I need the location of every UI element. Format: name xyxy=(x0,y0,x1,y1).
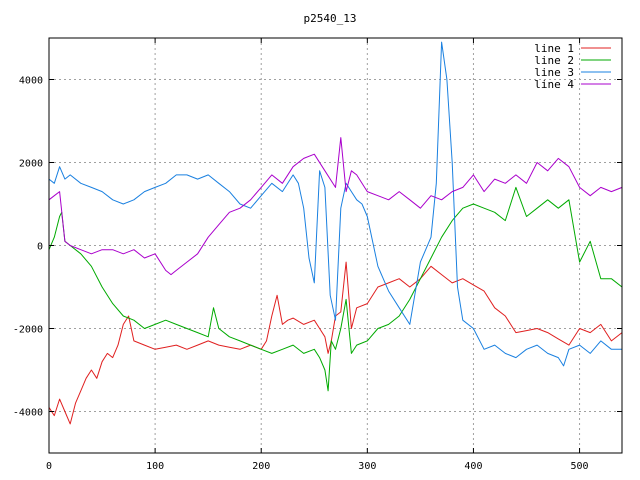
y-tick-label: -4000 xyxy=(13,408,43,419)
legend-label-4: line 4 xyxy=(534,78,574,91)
y-tick-label: -2000 xyxy=(13,325,43,336)
series-line-4 xyxy=(49,137,622,276)
x-tick-label: 200 xyxy=(252,461,270,472)
x-tick-label: 400 xyxy=(464,461,482,472)
chart-title: p2540_13 xyxy=(304,12,357,25)
y-tick-label: 2000 xyxy=(19,159,43,170)
series-lines xyxy=(49,41,622,425)
legend-label-1: line 1 xyxy=(534,42,574,55)
legend-label-2: line 2 xyxy=(534,54,574,67)
x-tick-label: 500 xyxy=(571,461,589,472)
x-tick-label: 300 xyxy=(358,461,376,472)
y-tick-label: 4000 xyxy=(19,76,43,87)
series-line-2 xyxy=(49,186,622,392)
legend-label-3: line 3 xyxy=(534,66,574,79)
x-tick-label: 100 xyxy=(146,461,164,472)
x-tick-label: 0 xyxy=(46,461,52,472)
series-line-1 xyxy=(49,261,622,425)
y-tick-label: 0 xyxy=(37,242,43,253)
axis-ticks: 0 100 200 300 400 500 -4000 -2000 0 2000 4000 xyxy=(13,38,622,472)
grid-lines xyxy=(49,38,622,453)
series-line-3 xyxy=(49,41,622,367)
